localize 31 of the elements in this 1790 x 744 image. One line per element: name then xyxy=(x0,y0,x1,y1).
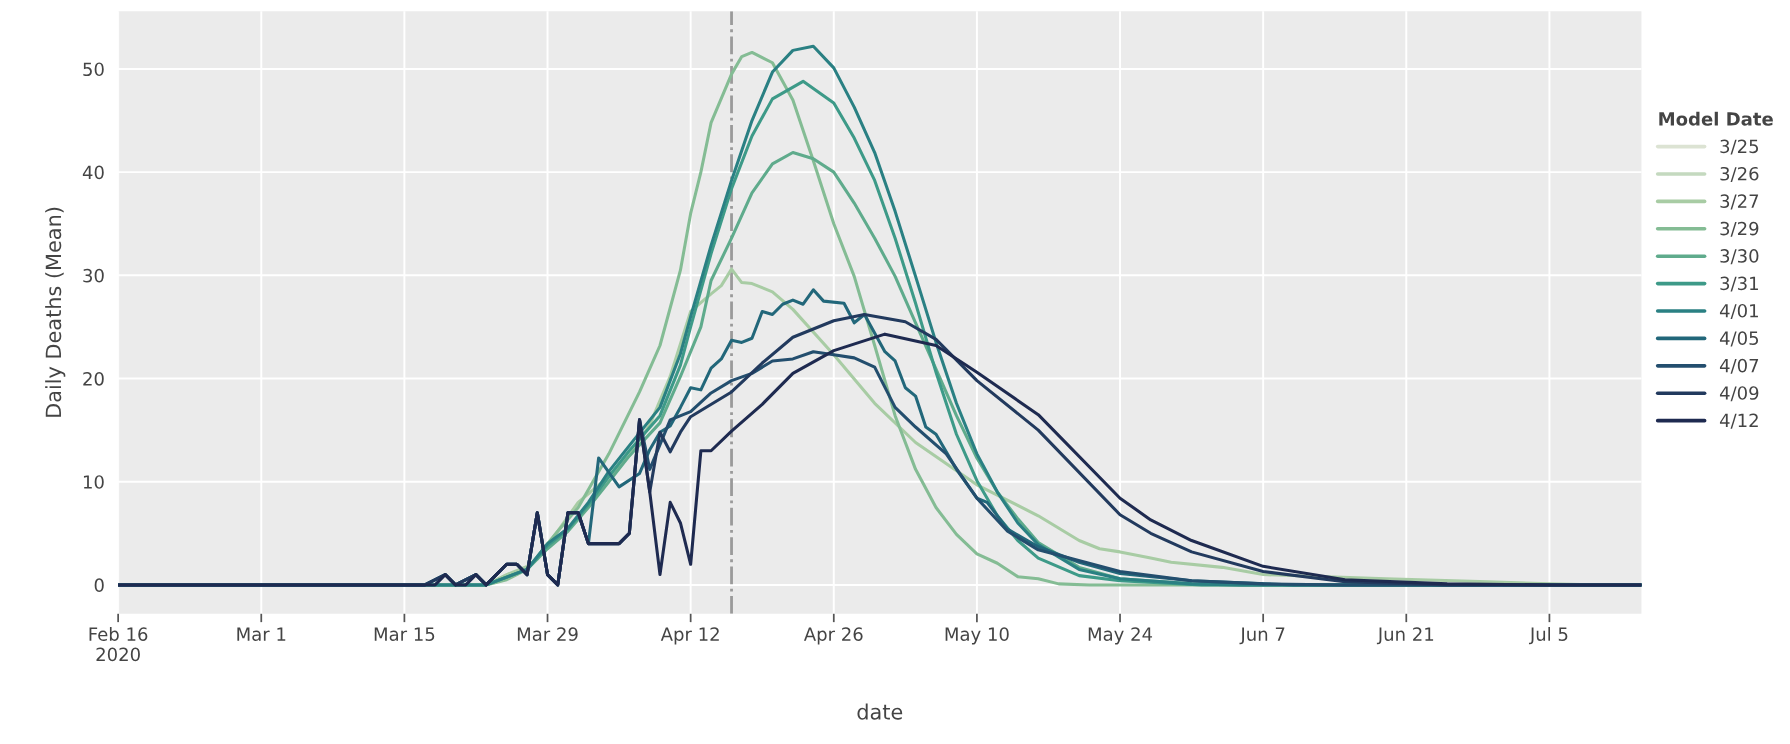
legend-label: 4/12 xyxy=(1719,413,1758,429)
x-tick-label: Feb 16 2020 xyxy=(89,626,148,662)
legend-label: 3/27 xyxy=(1720,194,1759,210)
x-tick-label: Jun 7 xyxy=(1239,627,1285,645)
y-tick-label: 10 xyxy=(83,475,104,489)
x-tick-label: May 24 xyxy=(1088,627,1153,645)
x-tick-label: Jul 5 xyxy=(1528,626,1568,645)
legend-label: 3/31 xyxy=(1720,276,1758,292)
y-tick-label: 50 xyxy=(83,62,104,77)
x-tick-label: Apr 26 xyxy=(803,627,863,645)
legend-label: 4/05 xyxy=(1719,331,1759,347)
y-tick-label: 0 xyxy=(94,578,104,593)
legend-label: 3/26 xyxy=(1720,166,1759,182)
y-tick-label: 40 xyxy=(82,165,104,180)
legend-label: 3/30 xyxy=(1720,249,1759,265)
x-tick-label: May 10 xyxy=(945,627,1009,645)
legend-label: 4/09 xyxy=(1719,386,1759,402)
legend-label: 3/29 xyxy=(1720,221,1759,237)
x-tick-label: Mar 1 xyxy=(237,627,286,641)
legend-label: 3/25 xyxy=(1720,139,1759,155)
legend-label: 4/01 xyxy=(1719,303,1758,320)
x-tick-label: Jun 21 xyxy=(1376,627,1434,645)
x-tick-label: Mar 29 xyxy=(517,627,578,641)
x-tick-label: Mar 15 xyxy=(374,627,435,641)
y-tick-label: 30 xyxy=(83,268,104,283)
legend-title: Model Date xyxy=(1659,111,1773,126)
y-tick-label: 20 xyxy=(83,371,104,386)
x-tick-label: Apr 12 xyxy=(660,627,719,645)
y-axis-title: Daily Deaths (Mean) xyxy=(45,207,66,417)
x-axis-title: date xyxy=(857,703,903,720)
legend-label: 4/07 xyxy=(1719,358,1759,374)
